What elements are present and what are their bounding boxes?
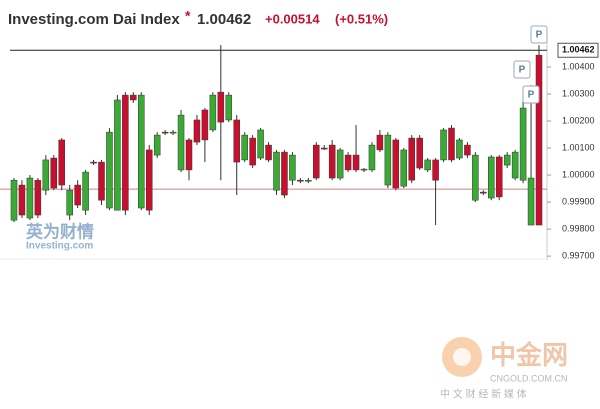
candle-body xyxy=(161,131,169,134)
marker-label: P xyxy=(528,90,535,101)
candle-body xyxy=(58,139,65,186)
candle-body xyxy=(495,156,503,198)
y-tick-label: 0.99800 xyxy=(562,223,595,233)
candle-body xyxy=(185,139,193,171)
y-tick-label: 0.99700 xyxy=(562,250,595,260)
candle-body xyxy=(408,137,415,181)
marker-box xyxy=(513,60,531,79)
candle-body xyxy=(42,159,50,191)
candle-body xyxy=(464,144,471,156)
y-tick-label: 1.00300 xyxy=(562,88,595,98)
candle-body xyxy=(201,109,209,141)
y-tick-label: 0.99900 xyxy=(562,196,595,206)
candle-body xyxy=(273,151,280,191)
candle-body xyxy=(519,107,527,181)
candle-body xyxy=(18,184,26,216)
chart-title: Investing.com Dai Index xyxy=(8,11,180,28)
candle-body xyxy=(328,144,336,179)
price-change: +0.00514 xyxy=(265,11,320,26)
candle-body xyxy=(130,94,137,101)
marker-box xyxy=(522,85,540,104)
candle-body xyxy=(34,179,42,216)
candle-body xyxy=(320,147,328,150)
candle-body xyxy=(448,127,455,161)
candle-body xyxy=(225,94,233,121)
candle-body xyxy=(480,191,487,194)
candle-body xyxy=(360,168,368,171)
candle-body xyxy=(305,179,312,182)
candle-body xyxy=(281,151,288,196)
candle-body xyxy=(535,54,543,226)
candle-body xyxy=(74,184,81,206)
candle-body xyxy=(177,114,185,171)
candle-body xyxy=(503,154,511,166)
last-price: 1.00462 xyxy=(197,11,251,28)
candle-body xyxy=(145,149,153,211)
candle-body xyxy=(400,149,408,187)
candle-body xyxy=(472,154,479,201)
candle-body xyxy=(392,139,400,189)
candle-body xyxy=(384,134,392,186)
candle-body xyxy=(527,177,535,226)
candle-body xyxy=(368,144,376,171)
y-tick-label: 1.00100 xyxy=(562,142,595,152)
candle-body xyxy=(488,156,495,199)
y-tick-label: 1.00400 xyxy=(562,61,595,71)
marker-box xyxy=(530,25,548,44)
candle-body xyxy=(90,161,97,164)
candle-body xyxy=(289,154,296,181)
candle-body xyxy=(432,159,439,181)
candle-body xyxy=(98,161,105,201)
candle-body xyxy=(352,154,360,171)
candle-body xyxy=(10,179,18,221)
candle-body xyxy=(265,144,272,161)
candle-body xyxy=(122,94,129,211)
marker-label: P xyxy=(519,65,526,76)
candle-body xyxy=(153,134,161,156)
candle-body xyxy=(297,179,304,182)
candle-body xyxy=(241,134,248,161)
candle-body xyxy=(82,171,89,211)
candle-body xyxy=(440,129,447,161)
price-box xyxy=(557,42,599,58)
marker-label: P xyxy=(536,30,543,41)
candle-body xyxy=(376,134,384,151)
logo-circle xyxy=(453,348,471,366)
y-tick-label: 1.00000 xyxy=(562,169,595,179)
candle-body xyxy=(456,139,463,159)
candle-body xyxy=(233,119,240,163)
title-mark: * xyxy=(185,8,191,24)
candle-body xyxy=(26,177,34,219)
candle-body xyxy=(66,189,73,216)
candle-body xyxy=(424,159,431,171)
candle-body xyxy=(217,91,225,123)
watermark: Investing.com xyxy=(26,241,93,252)
candle-body xyxy=(336,149,344,179)
watermark: 中金网 xyxy=(490,340,568,370)
candle-body xyxy=(344,154,352,171)
candle-body xyxy=(313,144,320,179)
candle-body xyxy=(209,94,217,131)
candle-body xyxy=(138,94,145,209)
candle-body xyxy=(169,131,177,134)
y-tick-label: 1.00200 xyxy=(562,115,595,125)
candle-body xyxy=(114,99,121,211)
watermark: 英为财情 xyxy=(26,221,94,241)
price-box-label: 1.00462 xyxy=(562,45,595,55)
candle-body xyxy=(193,119,201,143)
candle-body xyxy=(257,129,264,159)
price-change-pct: (+0.51%) xyxy=(335,11,388,26)
watermark: CNGOLD.COM.CN xyxy=(490,373,568,383)
candle-body xyxy=(511,151,519,179)
candle-body xyxy=(106,131,113,209)
watermark: 中 文 财 经 新 媒 体 xyxy=(440,388,527,401)
candle-body xyxy=(249,137,256,166)
candle-body xyxy=(416,137,423,169)
candle-body xyxy=(50,157,58,189)
